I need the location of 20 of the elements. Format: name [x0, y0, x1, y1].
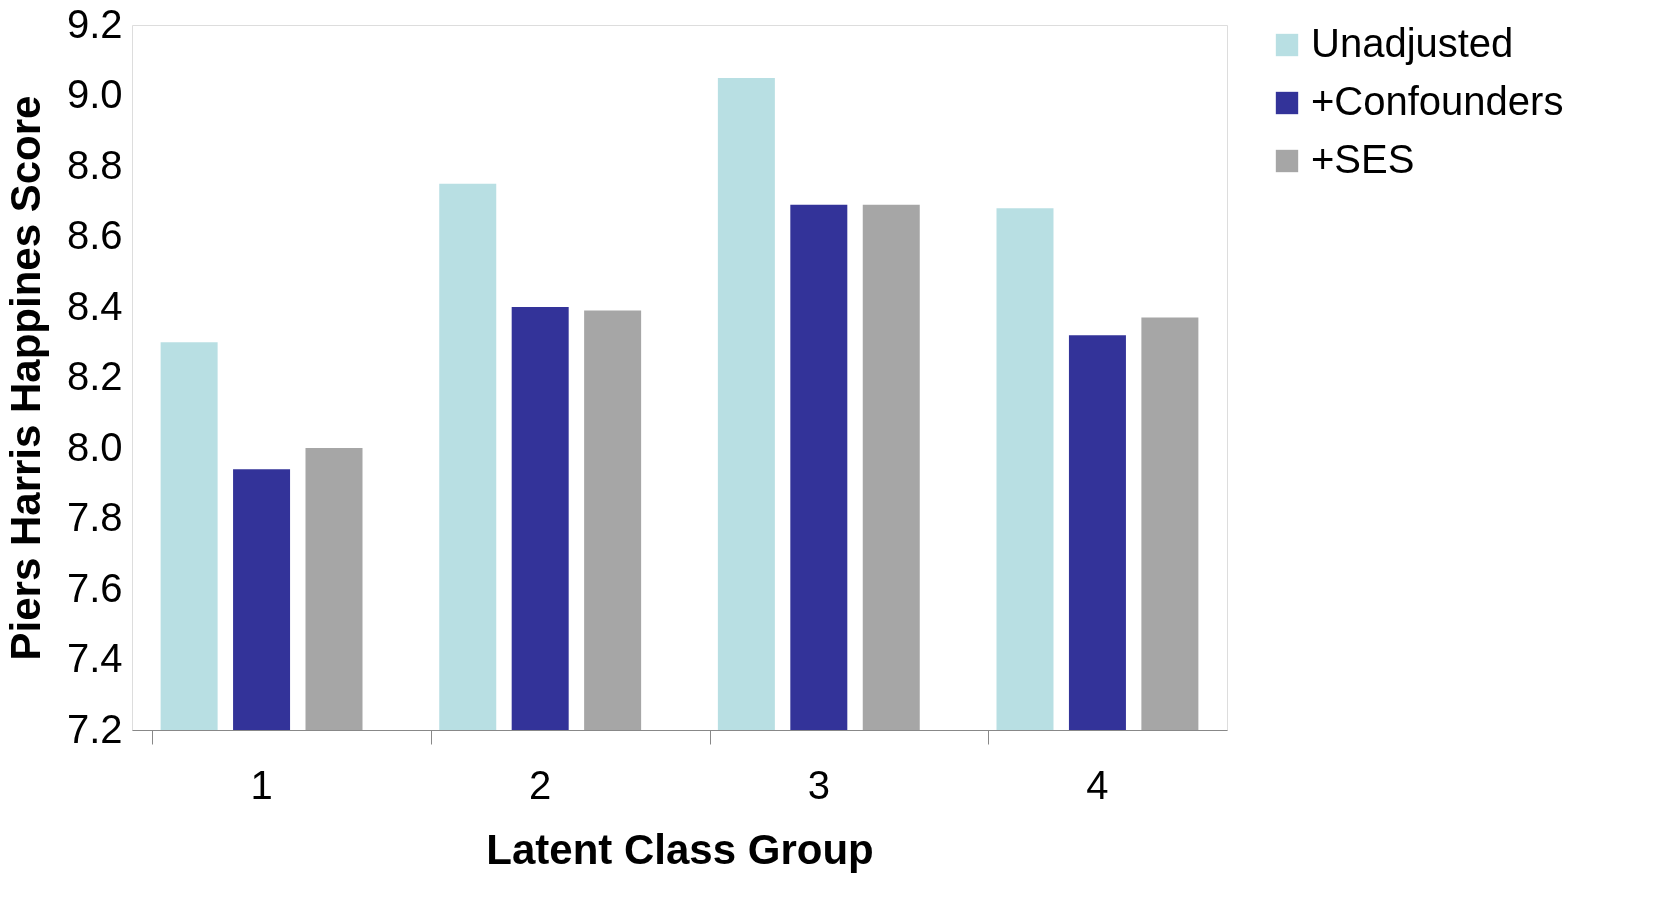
x-tick-label: 1	[250, 762, 273, 807]
legend-label: Unadjusted	[1311, 21, 1514, 65]
y-tick-label: 9.0	[66, 72, 123, 116]
y-tick-label: 7.6	[66, 565, 123, 610]
x-tick-label: 2	[529, 762, 552, 807]
x-tick-label: 4	[1086, 762, 1109, 807]
y-tick-label: 7.2	[66, 706, 123, 751]
y-tick-label: 8.2	[66, 354, 123, 398]
y-tick-label: 8.0	[66, 424, 123, 469]
y-tick-label: 8.6	[66, 213, 123, 257]
x-tick-label: 3	[807, 762, 830, 807]
legend-label: +Confounders	[1311, 79, 1564, 123]
legend-label: +SES	[1311, 137, 1415, 181]
y-axis-title: Piers Harris Happines Score	[1, 95, 49, 661]
y-tick-label: 8.4	[66, 283, 123, 328]
y-tick-label: 7.8	[66, 495, 123, 539]
y-tick-label: 8.8	[66, 142, 123, 187]
x-axis-title: Latent Class Group	[486, 825, 874, 873]
y-tick-label: 9.2	[66, 1, 123, 46]
y-tick-label: 7.4	[66, 636, 123, 680]
